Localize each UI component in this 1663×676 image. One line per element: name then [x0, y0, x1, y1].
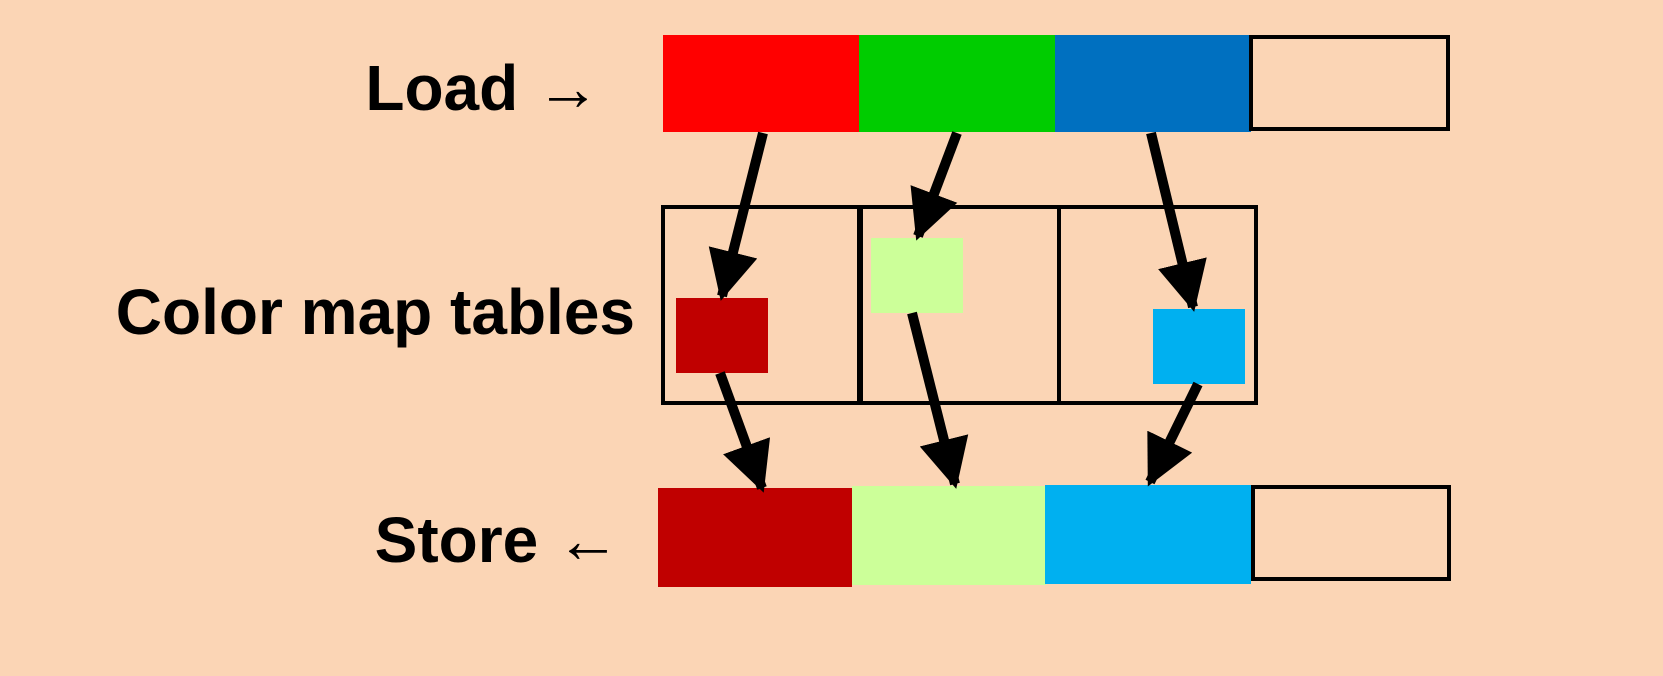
arrow-green-to-table [910, 131, 962, 241]
store-row [658, 485, 1451, 587]
store-arrows [715, 311, 1203, 493]
arrow-table-to-store-light-blue [1145, 381, 1203, 487]
arrow-red-to-table [708, 131, 768, 301]
arrow-table-to-store-dark-red [715, 371, 771, 493]
store-cell-light-blue [1045, 485, 1251, 584]
load-row [663, 35, 1450, 132]
store-cell-dark-red [658, 488, 852, 587]
load-label: Load → [365, 52, 600, 124]
lookup-arrows [708, 131, 1207, 312]
table-entry-light-green [871, 238, 963, 313]
color-map-table-3 [1057, 205, 1258, 405]
color-map-tables-label: Color map tables [116, 276, 635, 348]
table-entry-dark-red [676, 298, 768, 373]
load-cell-blue [1055, 35, 1251, 132]
store-cell-light-green [852, 486, 1046, 585]
load-cell-red [663, 35, 859, 132]
arrow-blue-to-table [1146, 131, 1207, 312]
color-map-tables [661, 205, 1258, 405]
load-cell-empty [1249, 35, 1450, 131]
arrow-table-to-store-light-green [907, 311, 969, 489]
table-entry-light-blue [1153, 309, 1245, 384]
store-label: Store ← [375, 504, 620, 576]
store-cell-empty [1251, 485, 1451, 581]
load-cell-green [859, 35, 1055, 132]
